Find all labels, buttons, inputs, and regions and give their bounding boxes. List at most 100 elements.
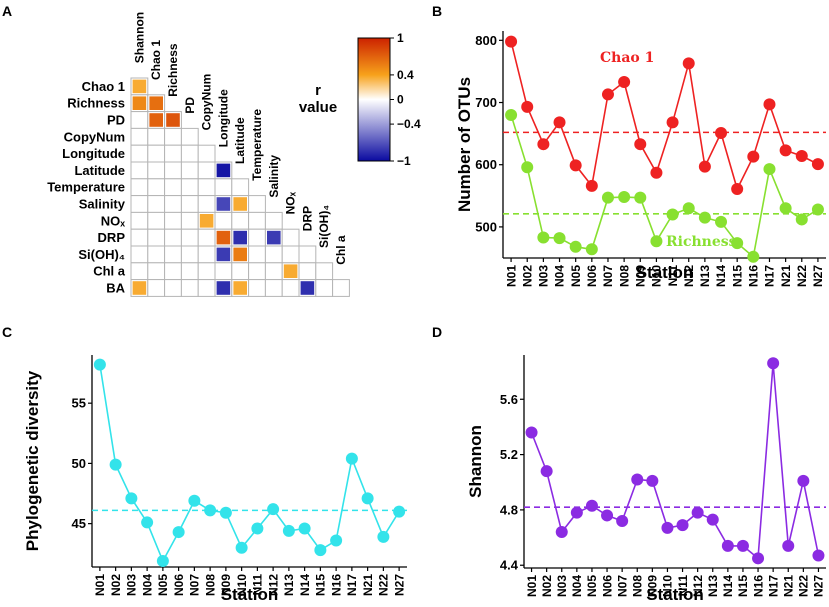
x-tick-label-n15: N15: [730, 265, 744, 287]
data-point-shannon-n08: [631, 473, 644, 486]
panel-label-a: A: [2, 3, 12, 19]
x-axis-title: Station: [646, 585, 704, 604]
data-point-richness-n21: [779, 202, 792, 215]
heatmap-cell-empty: [147, 228, 166, 247]
heatmap-cell-empty: [180, 144, 199, 163]
data-point-shannon-n10: [661, 521, 674, 534]
heatmap-cell-empty: [315, 279, 334, 297]
data-point-shannon-n11: [676, 519, 689, 532]
data-point-phylogenetic-diversity-n15: [314, 544, 327, 557]
data-point-chao-1-n27: [811, 158, 824, 171]
heatmap-cell-empty: [180, 178, 199, 197]
heatmap-cell-si-oh-4-latitude: [233, 247, 247, 262]
x-tick-label-n05: N05: [585, 575, 599, 597]
x-tick-label-n12: N12: [691, 575, 705, 597]
heatmap-cell-ba-latitude: [233, 281, 247, 295]
data-point-phylogenetic-diversity-n17: [345, 452, 358, 465]
data-point-chao-1-n05: [569, 159, 582, 172]
x-tick-label-n14: N14: [298, 574, 312, 596]
col-label-si-oh-4: Si(OH)₄: [317, 205, 331, 248]
x-axis-title: Station: [636, 263, 694, 282]
data-point-chao-1-n03: [537, 138, 550, 151]
heatmap-cell-empty: [130, 161, 149, 180]
data-point-shannon-n21: [782, 539, 795, 552]
heatmap-cell-empty: [130, 262, 149, 281]
x-tick-label-n14: N14: [714, 265, 728, 287]
x-tick-label-n05: N05: [156, 574, 170, 596]
data-point-shannon-n01: [525, 426, 538, 439]
heatmap-cell-empty: [147, 161, 166, 180]
x-tick-label-n08: N08: [617, 265, 631, 287]
x-tick-label-n07: N07: [615, 575, 629, 597]
data-point-chao-1-n14: [715, 126, 728, 139]
heatmap-cell-ba-longitude: [216, 281, 231, 295]
x-tick-label-n11: N11: [666, 265, 680, 287]
heatmap-cell-empty: [197, 262, 216, 281]
x-tick-label-n22: N22: [377, 574, 391, 596]
data-point-richness-n12: [682, 202, 695, 215]
x-tick-label-n01: N01: [525, 575, 539, 597]
x-tick-label-n10: N10: [650, 265, 664, 287]
data-point-phylogenetic-diversity-n03: [125, 492, 138, 505]
data-point-richness-n05: [569, 240, 582, 253]
heatmap-cell-empty: [130, 228, 149, 247]
heatmap-cell-empty: [197, 161, 216, 180]
x-tick-label-n27: N27: [392, 574, 406, 596]
y-tick-label: 4.4: [500, 558, 519, 573]
y-axis-title: Shannon: [466, 425, 485, 498]
heatmap-cell-empty: [264, 245, 283, 264]
series-label-chao-1: Chao 1: [600, 50, 654, 66]
data-point-chao-1-n02: [521, 100, 534, 113]
heatmap-cell-empty: [147, 127, 166, 146]
x-tick-label-n21: N21: [361, 574, 375, 596]
panel-label-c: C: [2, 324, 12, 340]
x-tick-label-n09: N09: [646, 575, 660, 597]
heatmap-cell-empty: [164, 262, 182, 281]
col-label-shannon: Shannon: [132, 12, 146, 63]
y-tick-label: 50: [72, 456, 86, 471]
data-point-shannon-n07: [616, 514, 629, 527]
x-tick-label-n04: N04: [553, 265, 567, 287]
x-tick-label-n03: N03: [537, 265, 551, 287]
data-point-richness-n16: [747, 250, 760, 263]
x-axis-title: Station: [221, 585, 279, 604]
heatmap-cell-ba-shannon: [132, 281, 147, 295]
heatmap-cell-empty: [281, 279, 300, 297]
data-point-chao-1-n09: [634, 138, 647, 151]
data-point-phylogenetic-diversity-n16: [330, 534, 343, 547]
heatmap-cell-empty: [248, 262, 266, 281]
data-point-phylogenetic-diversity-n10: [235, 541, 248, 554]
x-tick-label-n13: N13: [706, 575, 720, 597]
x-tick-label-n03: N03: [555, 575, 569, 597]
heatmap-cell-empty: [214, 178, 233, 197]
heatmap-cell-richness-chao-1: [149, 96, 163, 110]
series-label-richness: Richness: [666, 234, 737, 250]
series-line-phylogenetic-diversity: [99, 364, 400, 563]
y-tick-label: 5.6: [500, 392, 518, 407]
y-axis-title: Phylogenetic diversity: [23, 370, 42, 551]
data-point-phylogenetic-diversity-n21: [361, 492, 374, 505]
row-label-ba: BA: [106, 281, 125, 296]
x-tick-label-n17: N17: [766, 575, 780, 597]
x-tick-label-n02: N02: [109, 574, 123, 596]
data-point-chao-1-n16: [747, 150, 760, 163]
heatmap-cell-empty: [180, 195, 199, 213]
correlation-heatmap: Chao 1RichnessPDCopyNumLongitudeLatitude…: [47, 12, 350, 297]
col-label-temperature: Temperature: [250, 109, 264, 181]
heatmap-cell-empty: [298, 262, 317, 281]
data-point-chao-1-n17: [763, 98, 776, 111]
data-point-chao-1-n13: [698, 160, 711, 173]
row-label-chl-a: Chl a: [93, 264, 126, 279]
heatmap-cell-empty: [130, 111, 149, 129]
panel-label-d: D: [432, 324, 442, 340]
heatmap-cell-empty: [264, 262, 283, 281]
colorbar-rect: [357, 37, 391, 162]
heatmap-cell-empty: [214, 262, 233, 281]
row-label-chao-1: Chao 1: [82, 79, 125, 94]
data-point-richness-n14: [715, 215, 728, 228]
y-tick-label: 700: [475, 95, 497, 110]
data-point-richness-n10: [650, 235, 663, 248]
x-tick-label-n16: N16: [747, 265, 761, 287]
data-point-chao-1-n01: [505, 35, 518, 48]
